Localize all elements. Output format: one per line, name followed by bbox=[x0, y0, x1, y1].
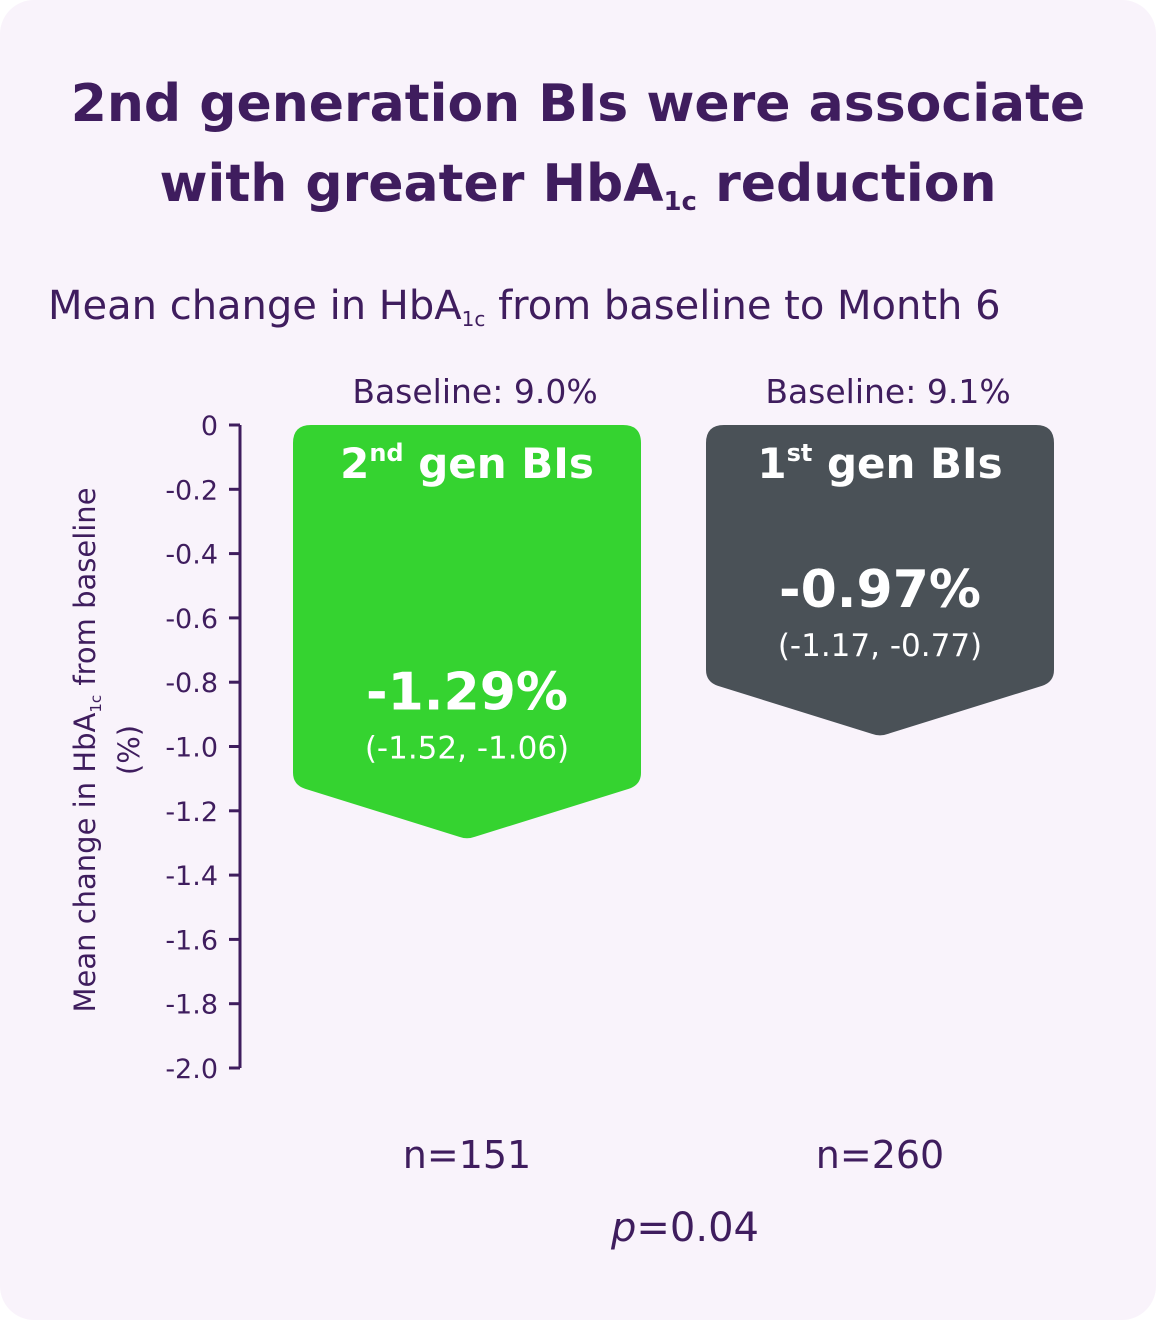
chart-subtitle: Mean change in HbA1c from baseline to Mo… bbox=[48, 276, 1126, 336]
n-label: n=260 bbox=[816, 1133, 944, 1177]
value-label: -1.29% bbox=[366, 663, 568, 723]
title-subscript: 1c bbox=[663, 187, 697, 218]
y-tick-label: -1.6 bbox=[165, 925, 218, 956]
y-tick-label: -0.2 bbox=[165, 475, 218, 506]
p-value: p=0.04 bbox=[560, 1205, 810, 1251]
baseline-label: Baseline: 9.0% bbox=[352, 372, 597, 411]
y-tick-label: -1.4 bbox=[165, 861, 218, 892]
bar-name-rest: gen BIs bbox=[812, 439, 1002, 488]
bar-arrow bbox=[293, 425, 641, 839]
title-line-2-main: with greater HbA bbox=[159, 154, 664, 214]
y-tick-label: -1.0 bbox=[165, 733, 218, 764]
title-line-1: 2nd generation BIs were associate bbox=[70, 74, 1086, 134]
baseline-label: Baseline: 9.1% bbox=[765, 372, 1010, 411]
chart-title: 2nd generation BIs were associate with g… bbox=[40, 64, 1116, 224]
y-tick-label: -0.6 bbox=[165, 604, 218, 635]
n-label: n=151 bbox=[403, 1133, 531, 1177]
y-axis-label-line-2: (%) bbox=[112, 725, 146, 775]
y-tick-label: -0.8 bbox=[165, 668, 218, 699]
y-tick-label: -1.2 bbox=[165, 797, 218, 828]
y-tick-label: -1.8 bbox=[165, 990, 218, 1021]
y-axis-label-subscript: 1c bbox=[87, 695, 105, 713]
y-tick-label: 0 bbox=[201, 411, 218, 442]
bar-name: 2nd gen BIs bbox=[340, 439, 594, 488]
y-tick-label: -2.0 bbox=[165, 1054, 218, 1085]
bar-name-number: 1 bbox=[757, 439, 786, 488]
subtitle-subscript: 1c bbox=[461, 307, 486, 331]
y-axis-label: Mean change in HbA1c from baseline (%) bbox=[68, 487, 146, 1012]
bar-name-number: 2 bbox=[340, 439, 369, 488]
ci-label: (-1.52, -1.06) bbox=[365, 731, 569, 767]
bar-name: 1st gen BIs bbox=[757, 439, 1002, 488]
p-value-symbol: p bbox=[611, 1205, 637, 1251]
y-tick-label: -0.4 bbox=[165, 540, 218, 571]
bar-name-superscript: nd bbox=[369, 439, 403, 467]
title-line-2-end: reduction bbox=[696, 154, 997, 214]
bar-name-superscript: st bbox=[787, 439, 813, 467]
bar-name-rest: gen BIs bbox=[404, 439, 594, 488]
value-label: -0.97% bbox=[779, 560, 981, 620]
y-axis-label-main: Mean change in HbA bbox=[68, 712, 102, 1012]
y-axis-label-line-1: Mean change in HbA1c from baseline bbox=[68, 487, 105, 1012]
subtitle-end: from baseline to Month 6 bbox=[485, 283, 1001, 329]
subtitle-main: Mean change in HbA bbox=[48, 283, 462, 329]
p-value-number: =0.04 bbox=[636, 1205, 759, 1251]
bar-arrow bbox=[706, 425, 1054, 736]
y-axis-label-end: from baseline bbox=[68, 487, 102, 694]
ci-label: (-1.17, -0.77) bbox=[778, 628, 982, 664]
